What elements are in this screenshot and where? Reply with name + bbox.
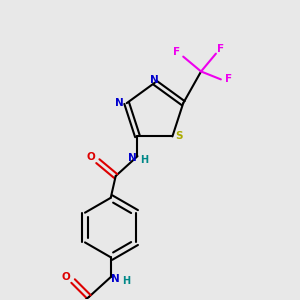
Text: S: S xyxy=(176,131,183,141)
Text: F: F xyxy=(173,46,180,57)
Text: O: O xyxy=(86,152,95,162)
Text: N: N xyxy=(150,75,158,85)
Text: O: O xyxy=(62,272,70,282)
Text: F: F xyxy=(225,74,233,84)
Text: N: N xyxy=(111,274,120,284)
Text: F: F xyxy=(217,44,224,54)
Text: N: N xyxy=(128,153,137,163)
Text: H: H xyxy=(122,276,130,286)
Text: H: H xyxy=(140,155,148,165)
Text: N: N xyxy=(116,98,124,108)
